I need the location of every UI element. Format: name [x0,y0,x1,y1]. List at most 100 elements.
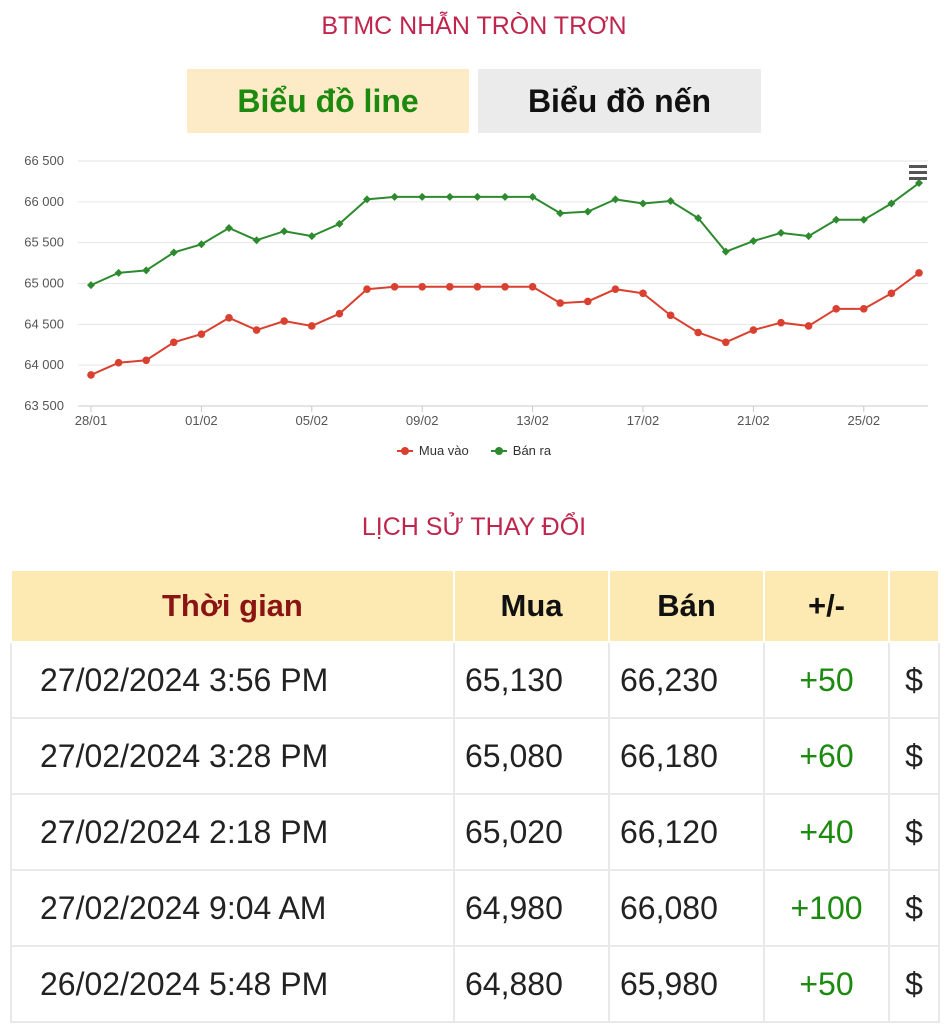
row-buy: 65,080 [453,717,610,795]
data-point-sell [390,192,399,201]
header-blank [888,569,940,643]
row-sell: 66,080 [608,869,765,947]
data-point-sell [142,266,151,275]
data-point-sell [556,209,565,218]
row-buy: 64,880 [453,945,610,1023]
y-tick-label: 66 500 [24,153,64,168]
data-point-sell [749,237,758,246]
data-point-buy [749,326,758,334]
row-diff: +50 [763,641,890,719]
data-point-sell [197,240,206,249]
data-point-sell [473,192,482,201]
data-point-sell [87,281,95,290]
data-point-sell [777,228,785,237]
y-tick-label: 65 500 [24,235,64,250]
data-point-sell [666,197,675,206]
data-point-buy [142,356,150,365]
x-tick-label: 28/01 [75,413,108,428]
data-point-sell [252,236,261,245]
row-time: 27/02/2024 9:04 AM [10,869,455,947]
data-point-sell [639,199,647,208]
data-point-sell [114,268,123,277]
data-point-buy [528,282,537,291]
row-sell: 66,120 [608,793,765,871]
y-tick-label: 66 000 [24,194,64,209]
row-time: 26/02/2024 5:48 PM [10,945,455,1023]
data-point-buy [418,282,427,291]
row-sell: 66,230 [608,641,765,719]
data-point-buy [87,371,95,379]
data-point-buy [860,305,868,313]
y-tick-label: 64 000 [24,357,64,372]
header-diff: +/- [763,569,890,643]
data-point-buy [915,269,923,277]
legend-buy-marker-icon [396,446,413,455]
data-point-sell [721,247,730,256]
data-point-sell [418,192,427,201]
history-header-row: Thời gian Mua Bán +/- [10,569,940,643]
row-time: 27/02/2024 3:56 PM [10,641,455,719]
y-tick-label: 65 000 [24,276,64,291]
data-point-buy [584,297,592,306]
data-point-sell [363,195,371,204]
row-diff: +60 [763,717,890,795]
data-point-buy [308,322,316,330]
header-time: Thời gian [10,569,455,643]
data-point-sell [335,219,344,228]
data-point-buy [252,326,261,334]
data-point-buy [887,289,896,298]
data-point-sell [832,215,841,224]
data-point-buy [694,328,702,337]
data-point-buy [501,282,509,291]
row-buy: 64,980 [453,869,610,947]
legend-sell-marker-icon [490,446,507,455]
legend-item-buy[interactable]: Mua vào [396,443,469,458]
tab-candlestick-chart[interactable]: Biểu đồ nến [478,69,761,133]
row-sell: 65,980 [608,945,765,1023]
table-row: 26/02/2024 5:48 PM 64,880 65,980 +50 $ [10,945,940,1023]
data-point-buy [225,314,233,322]
data-point-buy [390,282,399,291]
dollar-icon[interactable]: $ [888,717,940,795]
legend-sell-label: Bán ra [512,443,552,458]
table-row: 27/02/2024 2:18 PM 65,020 66,120 +40 $ [10,793,940,871]
data-point-sell [859,215,868,224]
data-point-sell [169,248,178,257]
data-point-sell [528,192,537,201]
row-sell: 66,180 [608,717,765,795]
data-point-buy [473,282,482,291]
y-tick-label: 64 500 [24,316,64,331]
data-point-buy [722,338,730,347]
x-tick-label: 01/02 [185,413,218,428]
tab-line-chart[interactable]: Biểu đồ line [187,69,469,133]
row-time: 27/02/2024 2:18 PM [10,793,455,871]
data-point-sell [611,195,620,204]
dollar-icon[interactable]: $ [888,945,940,1023]
dollar-icon[interactable]: $ [888,793,940,871]
legend-item-sell[interactable]: Bán ra [490,443,552,458]
data-point-buy [611,285,620,294]
dollar-icon[interactable]: $ [888,869,940,947]
data-point-sell [501,192,509,201]
x-tick-label: 25/02 [848,413,881,428]
history-title: LỊCH SỬ THAY ĐỔI [361,513,587,541]
data-point-sell [915,179,923,188]
data-point-buy [777,318,785,327]
data-point-buy [832,305,840,313]
chart-title: BTMC NHẪN TRÒN TRƠN [321,12,627,40]
x-tick-label: 09/02 [406,413,439,428]
data-point-buy [446,282,454,291]
table-row: 27/02/2024 9:04 AM 64,980 66,080 +100 $ [10,869,940,947]
price-line-chart: 63 500 64 000 64 500 65 000 65 500 66 000 66 5… [24,153,928,428]
data-point-buy [363,285,371,294]
table-row: 27/02/2024 3:28 PM 65,080 66,180 +60 $ [10,717,940,795]
data-point-buy [804,322,813,330]
history-table: Thời gian Mua Bán +/- 27/02/2024 3:56 PM… [10,569,940,1023]
data-point-sell [887,199,896,208]
x-tick-label: 17/02 [627,413,660,428]
chart-menu-icon[interactable] [909,165,927,181]
data-point-sell [445,192,454,201]
row-time: 27/02/2024 3:28 PM [10,717,455,795]
legend-buy-label: Mua vào [418,443,469,458]
dollar-icon[interactable]: $ [888,641,940,719]
